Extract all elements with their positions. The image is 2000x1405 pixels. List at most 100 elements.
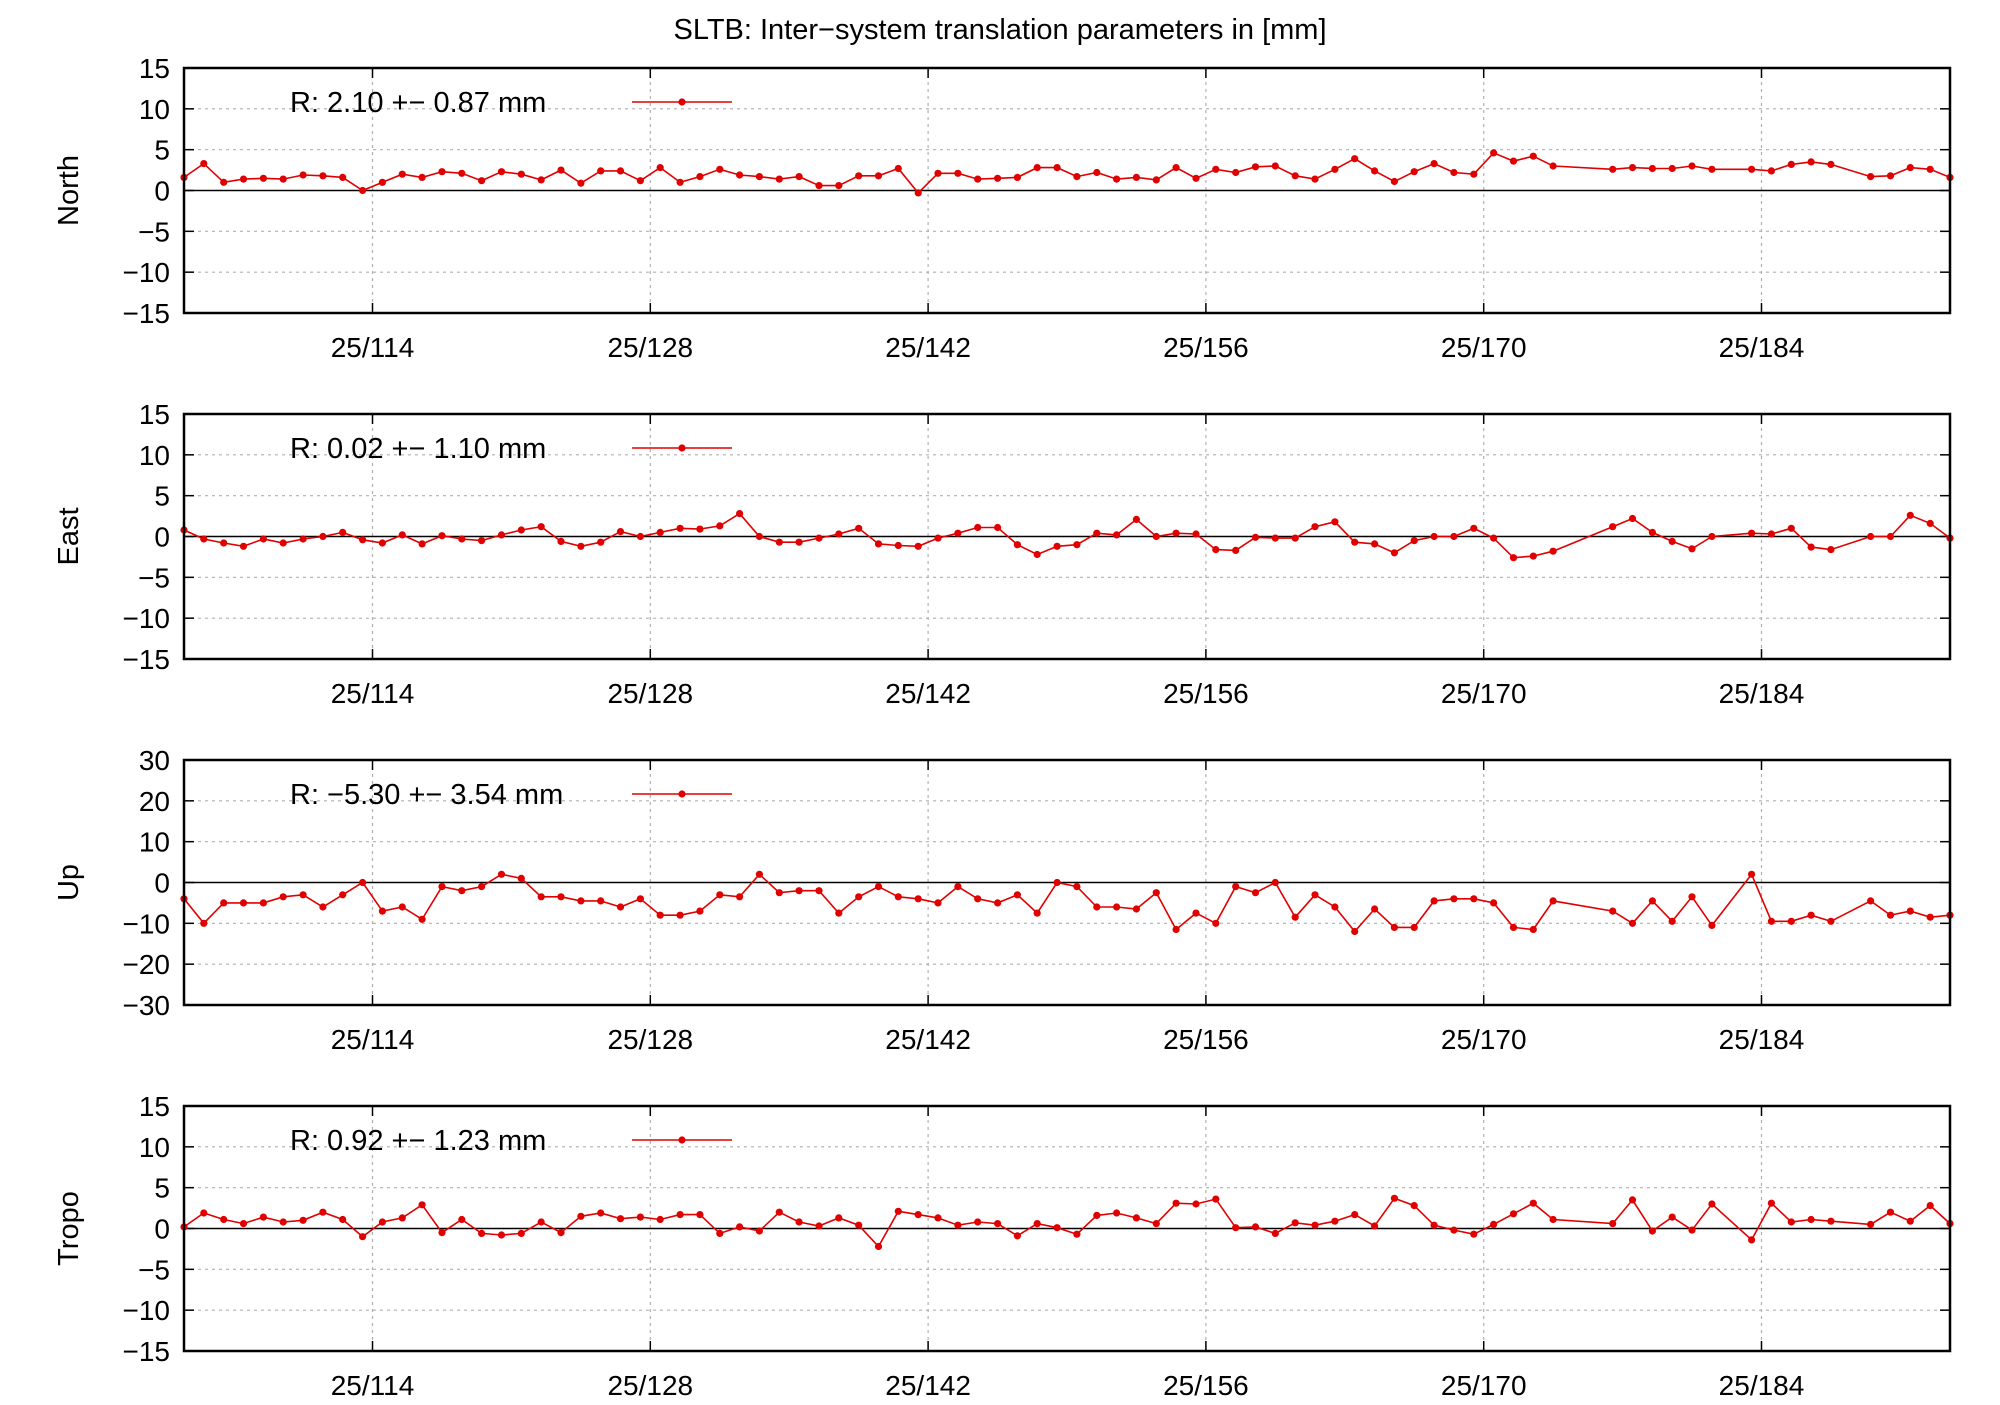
x-tick-label: 25/114 <box>331 332 415 363</box>
data-point <box>1648 528 1656 537</box>
data-point <box>994 899 1002 907</box>
data-point <box>1152 176 1160 184</box>
data-point <box>676 178 684 186</box>
x-tick-label: 25/114 <box>331 1370 415 1400</box>
data-point <box>418 173 426 181</box>
data-point <box>954 169 962 177</box>
data-point <box>1331 1217 1339 1225</box>
data-point <box>1807 911 1815 919</box>
data-point <box>1073 1230 1081 1238</box>
data-point <box>1351 538 1359 546</box>
data-point <box>1807 158 1815 166</box>
data-point <box>1867 532 1875 541</box>
data-point <box>438 532 446 540</box>
data-point <box>835 182 843 190</box>
data-point <box>1132 905 1140 913</box>
data-point <box>1767 917 1775 925</box>
data-point <box>597 538 605 546</box>
data-point <box>716 522 724 530</box>
data-point <box>1232 883 1240 891</box>
data-point <box>894 1207 902 1215</box>
data-point <box>458 169 466 177</box>
x-tick-label: 25/184 <box>1719 678 1805 709</box>
y-tick-label: 5 <box>154 481 170 512</box>
data-point <box>1767 167 1775 175</box>
y-tick-label: 0 <box>154 176 170 207</box>
data-point <box>775 1208 783 1216</box>
data-point <box>874 540 883 548</box>
data-point <box>299 891 307 899</box>
data-point <box>1192 530 1200 538</box>
data-point <box>1470 895 1478 903</box>
plot-frame <box>182 758 1952 1007</box>
data-point <box>200 535 208 543</box>
x-tick-label: 25/142 <box>885 678 971 709</box>
data-point <box>1827 917 1835 925</box>
data-point <box>478 883 486 891</box>
data-point <box>1787 160 1795 168</box>
data-point <box>1410 923 1418 932</box>
y-tick-label: 10 <box>139 440 170 471</box>
y-tick-label: −10 <box>123 257 171 288</box>
data-point <box>1410 537 1418 545</box>
data-point <box>359 1233 367 1241</box>
y-tick-label: 20 <box>139 786 170 817</box>
data-point <box>239 542 248 550</box>
data-point <box>1688 545 1696 553</box>
data-point <box>1113 903 1121 911</box>
data-point <box>874 172 883 180</box>
y-tick-label: −5 <box>138 1254 170 1285</box>
data-point <box>1648 164 1656 173</box>
data-point <box>319 1208 327 1216</box>
data-point <box>1708 1200 1716 1208</box>
data-point <box>1033 909 1041 917</box>
data-point <box>398 1214 406 1222</box>
data-point <box>716 1229 724 1237</box>
data-point <box>616 903 625 911</box>
data-point <box>1450 1226 1458 1234</box>
data-point <box>1073 541 1081 549</box>
data-point <box>259 535 267 543</box>
data-point <box>200 1209 208 1217</box>
data-point <box>1232 546 1240 555</box>
data-point <box>1450 532 1458 541</box>
y-tick-label: −20 <box>123 949 171 980</box>
y-tick-label: 5 <box>154 1173 170 1204</box>
x-tick-label: 25/170 <box>1441 332 1527 363</box>
data-point <box>497 1231 506 1239</box>
data-point <box>1529 552 1537 560</box>
data-point <box>855 893 863 901</box>
data-point <box>1311 891 1319 899</box>
data-point <box>359 186 367 195</box>
chart-panel-tropo: 15 10 5 0 −5 −10 −15 25/114 25/128 25/142 25/156 25… <box>53 1091 1954 1401</box>
y-tick-label: 15 <box>139 1091 170 1122</box>
x-tick-label: 25/128 <box>607 332 693 363</box>
data-point <box>736 1223 744 1231</box>
data-point <box>1509 157 1518 165</box>
data-point <box>1430 532 1438 541</box>
data-point <box>200 919 208 927</box>
legend-marker <box>678 1136 686 1144</box>
data-point <box>239 899 248 907</box>
data-point <box>1271 534 1279 542</box>
series-line <box>183 151 1951 195</box>
data-point <box>1867 1220 1875 1228</box>
data-point <box>478 1229 486 1237</box>
data-point <box>1470 170 1478 178</box>
data-point <box>1549 897 1557 905</box>
data-point <box>1152 532 1160 541</box>
data-point <box>299 535 307 543</box>
data-point <box>914 895 922 903</box>
data-point <box>1212 1195 1220 1203</box>
x-tick-label: 25/170 <box>1441 1024 1527 1055</box>
data-point <box>497 870 506 878</box>
y-axis-label: North <box>53 155 85 226</box>
x-tick-label: 25/114 <box>331 1024 415 1055</box>
y-tick-label: −15 <box>123 644 171 675</box>
data-point <box>1767 530 1775 538</box>
data-point <box>1430 897 1438 905</box>
data-point <box>656 528 664 537</box>
data-point <box>1688 893 1696 901</box>
data-point <box>1450 168 1458 177</box>
data-point <box>1748 1236 1756 1244</box>
